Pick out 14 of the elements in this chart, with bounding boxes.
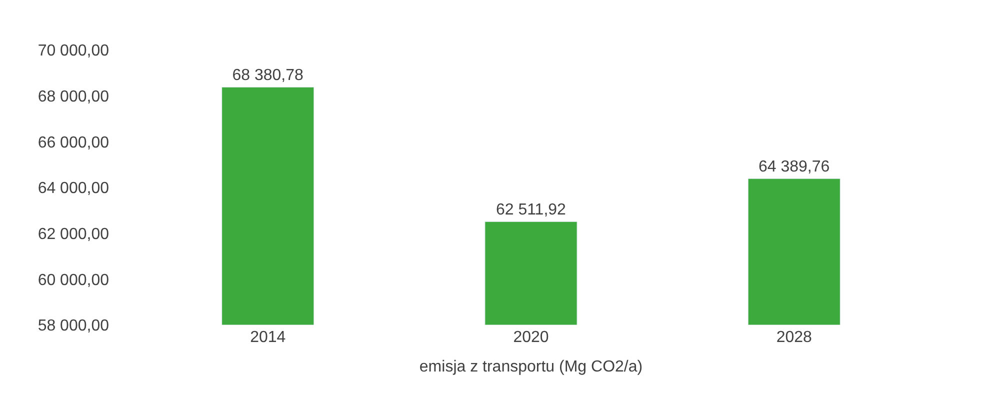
y-tick-label: 66 000,00	[38, 134, 110, 152]
y-tick-label: 68 000,00	[38, 88, 110, 106]
data-label: 68 380,78	[232, 67, 304, 84]
x-tick-label: 2028	[776, 329, 812, 346]
x-tick-label: 2020	[513, 329, 549, 346]
data-label: 62 511,92	[496, 202, 566, 219]
x-tick-label: 2014	[250, 329, 286, 346]
y-tick-label: 62 000,00	[38, 226, 110, 243]
y-tick-label: 60 000,00	[38, 272, 110, 289]
y-tick-label: 64 000,00	[38, 180, 110, 198]
x-axis-title: emisja z transportu (Mg CO2/a)	[419, 358, 643, 376]
data-label: 64 389,76	[758, 158, 830, 176]
y-tick-label: 58 000,00	[38, 318, 110, 335]
y-tick-label: 70 000,00	[38, 42, 110, 60]
